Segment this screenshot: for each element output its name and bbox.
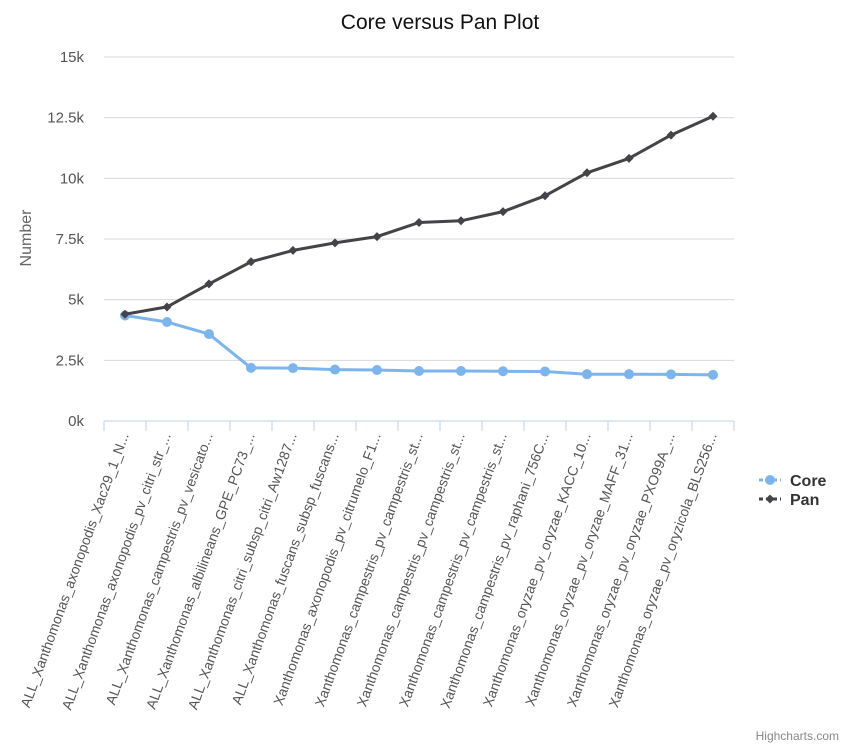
pan-point[interactable] — [288, 245, 298, 255]
pan-point[interactable] — [372, 232, 382, 242]
y-tick-label: 7.5k — [56, 231, 85, 248]
core-point[interactable] — [666, 369, 676, 380]
grid-lines — [104, 56, 734, 361]
core-point[interactable] — [540, 366, 550, 377]
core-point[interactable] — [288, 363, 298, 374]
pan-point[interactable] — [120, 309, 130, 319]
y-tick-label: 15k — [60, 49, 85, 66]
y-tick-label: 0k — [68, 413, 84, 430]
legend-label-core: Core — [790, 473, 827, 490]
pan-point[interactable] — [330, 238, 340, 248]
series-pan — [120, 111, 718, 319]
series-line-pan[interactable] — [124, 114, 714, 316]
core-point[interactable] — [162, 316, 172, 327]
pan-point[interactable] — [456, 216, 466, 226]
x-axis-ticks: ALL_Xanthomonas_axonopodis_Xac29_1_N...A… — [17, 431, 720, 712]
y-tick-label: 12.5k — [47, 110, 84, 127]
core-point[interactable] — [414, 366, 424, 377]
y-axis-label: Number — [18, 209, 35, 267]
core-point[interactable] — [708, 369, 718, 380]
pan-point[interactable] — [162, 302, 172, 312]
legend-item-core[interactable]: Core — [759, 473, 827, 490]
core-point[interactable] — [246, 362, 256, 373]
core-point[interactable] — [330, 364, 340, 375]
y-tick-label: 5k — [68, 292, 84, 309]
core-point[interactable] — [582, 369, 592, 380]
core-point[interactable] — [498, 366, 508, 377]
pan-point[interactable] — [414, 217, 424, 227]
x-axis — [103, 420, 735, 431]
pan-point[interactable] — [246, 257, 256, 267]
pan-point[interactable] — [540, 191, 550, 201]
chart-title: Core versus Pan Plot — [341, 11, 540, 34]
pan-point[interactable] — [582, 168, 592, 178]
legend: Core Pan — [759, 473, 827, 509]
core-point[interactable] — [372, 365, 382, 376]
pan-point[interactable] — [708, 111, 718, 121]
core-point[interactable] — [204, 329, 214, 340]
core-point[interactable] — [456, 366, 466, 377]
pan-point[interactable] — [204, 279, 214, 289]
pan-point[interactable] — [624, 153, 634, 163]
y-tick-label: 10k — [60, 170, 85, 187]
pan-point[interactable] — [666, 130, 676, 140]
y-axis-ticks: 0k 2.5k 5k 7.5k 10k 12.5k 15k — [47, 49, 84, 430]
legend-item-pan[interactable]: Pan — [759, 492, 819, 509]
pan-point[interactable] — [498, 207, 508, 217]
core-point[interactable] — [624, 369, 634, 380]
legend-marker-core — [765, 475, 775, 485]
legend-marker-pan — [765, 494, 775, 504]
credits-link[interactable]: Highcharts.com — [756, 729, 839, 743]
series-line-core[interactable] — [124, 313, 714, 377]
legend-label-pan: Pan — [790, 492, 819, 509]
series-core — [120, 310, 718, 380]
y-tick-label: 2.5k — [56, 352, 85, 369]
series-layer — [120, 111, 718, 380]
